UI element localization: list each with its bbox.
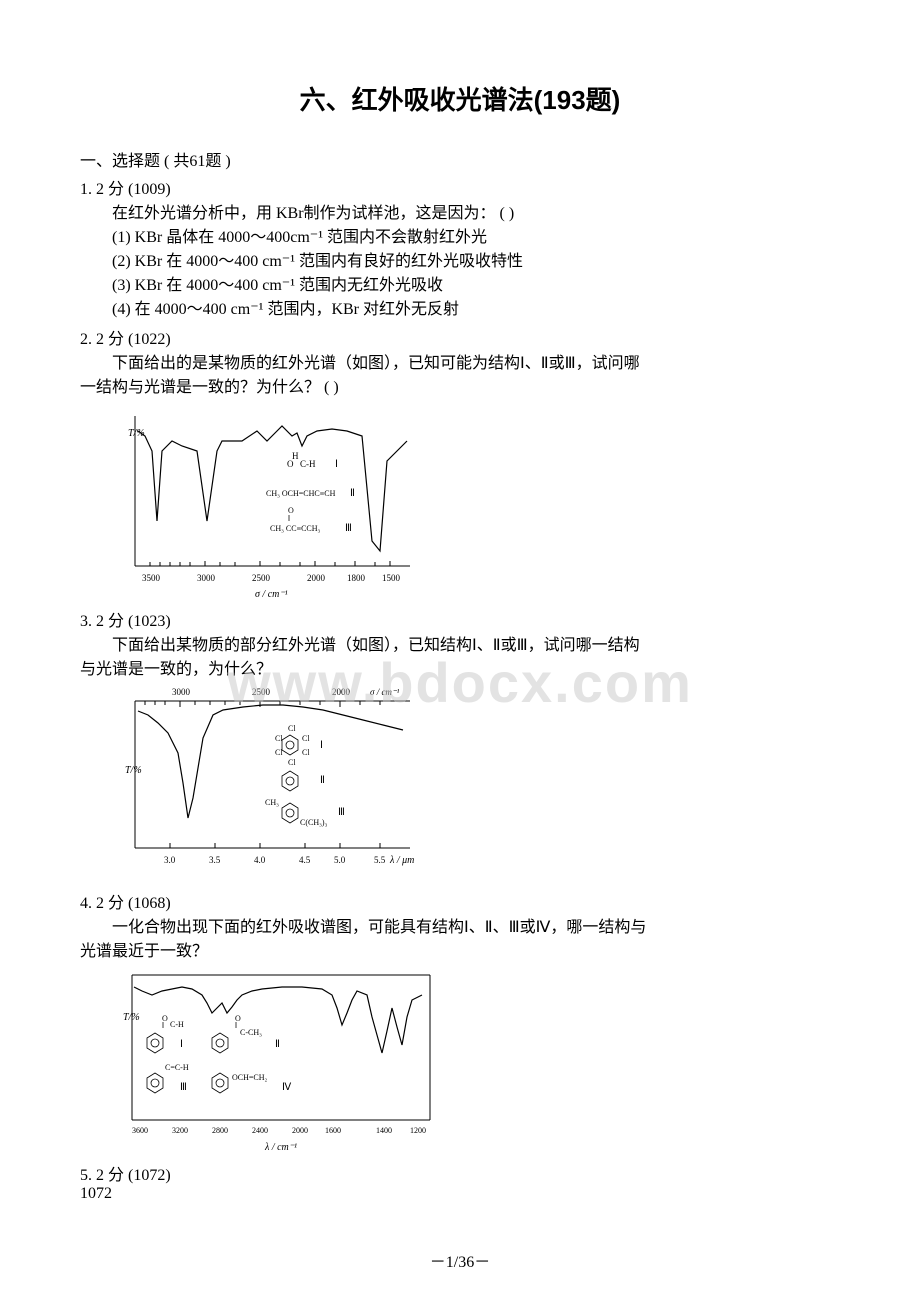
question-2: 2. 2 分 (1022) 下面给出的是某物质的红外光谱（如图），已知可能为结构… — [80, 325, 840, 601]
svg-text:4.0: 4.0 — [254, 855, 266, 865]
svg-text:1200: 1200 — [410, 1126, 426, 1135]
svg-text:Ⅲ: Ⅲ — [338, 807, 345, 818]
q2-spectrum: T/% H O C-H Ⅰ CH₃ OCH=CHC≡CH Ⅱ O ‖ CH₃ C… — [120, 401, 420, 601]
q2-stem-l1: 下面给出的是某物质的红外光谱（如图），已知可能为结构Ⅰ、Ⅱ或Ⅲ，试问哪 — [80, 349, 840, 373]
svg-text:Ⅰ: Ⅰ — [180, 1039, 183, 1050]
section-header: 一、选择题 ( 共61题 ) — [80, 147, 840, 171]
svg-text:1400: 1400 — [376, 1126, 392, 1135]
svg-text:C-CH₃: C-CH₃ — [240, 1028, 262, 1037]
svg-text:σ / cm⁻¹: σ / cm⁻¹ — [255, 589, 288, 600]
svg-text:Ⅲ: Ⅲ — [180, 1082, 187, 1093]
svg-text:1500: 1500 — [382, 573, 401, 583]
svg-text:Ⅳ: Ⅳ — [282, 1082, 292, 1093]
q5-header: 5. 2 分 (1072) — [80, 1161, 840, 1185]
svg-text:2500: 2500 — [252, 687, 271, 697]
svg-text:Cl: Cl — [288, 724, 296, 733]
svg-text:1600: 1600 — [325, 1126, 341, 1135]
q4-stem-l2: 光谱最近于一致？ — [80, 937, 840, 961]
q1-opt2: (2) KBr 在 4000～400 cm⁻¹ 范围内有良好的红外光吸收特性 — [80, 247, 840, 271]
q1-header: 1. 2 分 (1009) — [80, 175, 840, 199]
svg-text:2800: 2800 — [212, 1126, 228, 1135]
q3-stem-l2: 与光谱是一致的，为什么？ — [80, 655, 840, 679]
q5-extra: 1072 — [80, 1185, 840, 1203]
svg-text:3500: 3500 — [142, 573, 161, 583]
svg-text:T/%: T/% — [123, 1012, 140, 1023]
svg-text:C=C-H: C=C-H — [165, 1063, 189, 1072]
svg-text:T/%: T/% — [125, 765, 142, 776]
svg-text:‖: ‖ — [288, 514, 290, 523]
svg-text:Ⅰ: Ⅰ — [335, 459, 338, 470]
q1-opt4: (4) 在 4000～400 cm⁻¹ 范围内，KBr 对红外无反射 — [80, 295, 840, 319]
svg-text:λ / cm⁻¹: λ / cm⁻¹ — [264, 1142, 297, 1153]
svg-text:CH₃ CC≡CCH₃: CH₃ CC≡CCH₃ — [270, 524, 321, 533]
question-5: 5. 2 分 (1072) 1072 — [80, 1161, 840, 1203]
svg-text:C(CH₃)₃: C(CH₃)₃ — [300, 818, 328, 827]
page-title: 六、红外吸收光谱法(193题) — [80, 80, 840, 117]
svg-text:5.0: 5.0 — [334, 855, 346, 865]
q2-stem-l2: 一结构与光谱是一致的？为什么？ ( ) — [80, 373, 840, 397]
svg-text:λ / μm: λ / μm — [389, 855, 414, 866]
svg-text:2000: 2000 — [332, 687, 351, 697]
q1-opt3: (3) KBr 在 4000～400 cm⁻¹ 范围内无红外光吸收 — [80, 271, 840, 295]
svg-text:3000: 3000 — [197, 573, 216, 583]
svg-text:5.5: 5.5 — [374, 855, 386, 865]
svg-text:3.0: 3.0 — [164, 855, 176, 865]
svg-text:Ⅲ: Ⅲ — [345, 523, 352, 534]
svg-text:Ⅱ: Ⅱ — [350, 488, 355, 499]
svg-text:CH₃: CH₃ — [265, 798, 279, 807]
svg-text:1800: 1800 — [347, 573, 366, 583]
q4-stem-l1: 一化合物出现下面的红外吸收谱图，可能具有结构Ⅰ、Ⅱ、Ⅲ或Ⅳ，哪一结构与 — [80, 913, 840, 937]
svg-text:CH₃ OCH=CHC≡CH: CH₃ OCH=CHC≡CH — [266, 489, 336, 498]
svg-text:3.5: 3.5 — [209, 855, 221, 865]
q3-stem-l1: 下面给出某物质的部分红外光谱（如图），已知结构Ⅰ、Ⅱ或Ⅲ，试问哪一结构 — [80, 631, 840, 655]
svg-text:Cl: Cl — [288, 758, 296, 767]
svg-text:Ⅱ: Ⅱ — [275, 1039, 280, 1050]
svg-text:Ⅰ: Ⅰ — [320, 740, 323, 751]
question-4: 4. 2 分 (1068) 一化合物出现下面的红外吸收谱图，可能具有结构Ⅰ、Ⅱ、… — [80, 889, 840, 1155]
page-footer: －1/36－ — [80, 1248, 840, 1272]
svg-text:3600: 3600 — [132, 1126, 148, 1135]
svg-text:2000: 2000 — [292, 1126, 308, 1135]
svg-text:‖: ‖ — [162, 1021, 164, 1030]
svg-text:O: O — [287, 459, 294, 469]
svg-text:C-H: C-H — [300, 459, 316, 469]
svg-text:Cl: Cl — [302, 734, 310, 743]
question-1: 1. 2 分 (1009) 在红外光谱分析中，用 KBr制作为试样池，这是因为：… — [80, 175, 840, 319]
svg-text:C-H: C-H — [170, 1020, 184, 1029]
svg-text:σ / cm⁻¹: σ / cm⁻¹ — [370, 687, 400, 697]
q4-spectrum: T/% O‖ C-H Ⅰ O‖ C-CH₃ Ⅱ C=C-H Ⅲ OCH=CH₂ — [120, 965, 440, 1155]
svg-text:OCH=CH₂: OCH=CH₂ — [232, 1073, 268, 1082]
q2-header: 2. 2 分 (1022) — [80, 325, 840, 349]
svg-text:Cl: Cl — [302, 748, 310, 757]
svg-text:2500: 2500 — [252, 573, 271, 583]
svg-text:Ⅱ: Ⅱ — [320, 775, 325, 786]
svg-text:2000: 2000 — [307, 573, 326, 583]
question-3: 3. 2 分 (1023) 下面给出某物质的部分红外光谱（如图），已知结构Ⅰ、Ⅱ… — [80, 607, 840, 883]
q1-stem: 在红外光谱分析中，用 KBr制作为试样池，这是因为： ( ) — [80, 199, 840, 223]
svg-text:3200: 3200 — [172, 1126, 188, 1135]
svg-text:4.5: 4.5 — [299, 855, 311, 865]
q4-header: 4. 2 分 (1068) — [80, 889, 840, 913]
q3-spectrum: 3000 2500 2000 σ / cm⁻¹ T/% ClClCl ClClC… — [120, 683, 420, 883]
q3-header: 3. 2 分 (1023) — [80, 607, 840, 631]
svg-text:3000: 3000 — [172, 687, 191, 697]
svg-text:‖: ‖ — [235, 1021, 237, 1030]
q1-opt1: (1) KBr 晶体在 4000～400cm⁻¹ 范围内不会散射红外光 — [80, 223, 840, 247]
svg-text:2400: 2400 — [252, 1126, 268, 1135]
